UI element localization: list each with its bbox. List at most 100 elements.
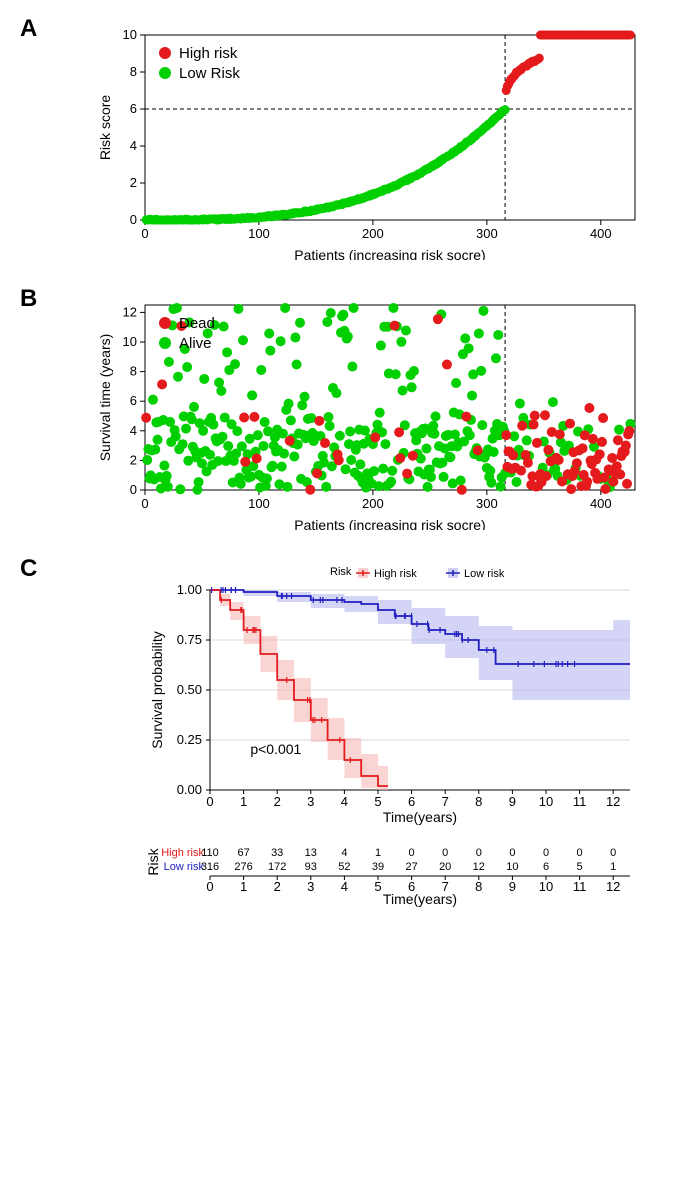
- svg-text:12: 12: [473, 861, 485, 873]
- svg-text:110: 110: [201, 847, 219, 859]
- svg-text:52: 52: [338, 861, 350, 873]
- svg-text:0: 0: [141, 226, 148, 241]
- svg-text:0: 0: [509, 847, 515, 859]
- svg-text:Patients (increasing risk socr: Patients (increasing risk socre): [294, 247, 485, 260]
- svg-text:0: 0: [442, 847, 448, 859]
- svg-text:0: 0: [130, 212, 137, 227]
- svg-text:4: 4: [341, 847, 347, 859]
- svg-text:0: 0: [476, 847, 482, 859]
- svg-text:12: 12: [606, 794, 620, 809]
- svg-text:9: 9: [509, 879, 516, 894]
- svg-text:8: 8: [130, 64, 137, 79]
- svg-text:10: 10: [539, 879, 553, 894]
- svg-text:0.00: 0.00: [177, 782, 202, 797]
- svg-text:Risk: Risk: [330, 566, 352, 578]
- svg-text:4: 4: [130, 423, 137, 438]
- svg-text:2: 2: [130, 175, 137, 190]
- svg-text:0.25: 0.25: [177, 732, 202, 747]
- svg-text:93: 93: [305, 861, 317, 873]
- svg-text:300: 300: [476, 496, 498, 511]
- svg-text:Time(years): Time(years): [383, 891, 457, 907]
- panel-a: A 01002003004000246810Patients (increasi…: [20, 20, 665, 260]
- svg-text:Patients (increasing risk socr: Patients (increasing risk socre): [294, 517, 485, 530]
- svg-text:0: 0: [409, 847, 415, 859]
- svg-text:6: 6: [543, 861, 549, 873]
- panel-b-label: B: [20, 285, 37, 313]
- svg-text:1: 1: [240, 879, 247, 894]
- svg-text:300: 300: [476, 226, 498, 241]
- panel-b-chart: 0 100 200 300 400 0 2 4 6 8 10 12 Patients (increasi…: [90, 290, 665, 530]
- svg-text:100: 100: [248, 496, 270, 511]
- svg-text:5: 5: [374, 879, 381, 894]
- svg-text:Low risk: Low risk: [164, 861, 205, 873]
- svg-text:10: 10: [123, 27, 137, 42]
- svg-text:10: 10: [123, 334, 137, 349]
- svg-text:11: 11: [573, 794, 587, 809]
- svg-text:5: 5: [577, 861, 583, 873]
- svg-text:100: 100: [248, 226, 270, 241]
- svg-text:4: 4: [130, 138, 137, 153]
- panel-c-chart: RiskHigh riskLow risk01234567891011120.0…: [90, 560, 665, 910]
- panel-a-label: A: [20, 15, 37, 43]
- svg-text:High risk: High risk: [374, 568, 417, 580]
- svg-text:Alive: Alive: [179, 335, 212, 352]
- svg-text:8: 8: [475, 879, 482, 894]
- svg-text:27: 27: [405, 861, 417, 873]
- svg-text:0: 0: [141, 496, 148, 511]
- svg-text:200: 200: [362, 226, 384, 241]
- svg-text:316: 316: [201, 861, 219, 873]
- svg-text:10: 10: [506, 861, 518, 873]
- panel-c-label: C: [20, 555, 37, 583]
- svg-text:2: 2: [130, 452, 137, 467]
- svg-text:67: 67: [237, 847, 249, 859]
- svg-text:0: 0: [610, 847, 616, 859]
- svg-text:400: 400: [590, 226, 612, 241]
- svg-text:2: 2: [274, 879, 281, 894]
- svg-text:3: 3: [307, 879, 314, 894]
- svg-text:1: 1: [375, 847, 381, 859]
- svg-text:Risk score: Risk score: [97, 95, 113, 161]
- svg-text:4: 4: [341, 879, 348, 894]
- svg-text:12: 12: [123, 304, 137, 319]
- svg-text:High risk: High risk: [161, 847, 204, 859]
- svg-text:8: 8: [130, 364, 137, 379]
- svg-text:Survival probability: Survival probability: [149, 631, 165, 749]
- svg-text:12: 12: [606, 879, 620, 894]
- svg-text:11: 11: [573, 879, 587, 894]
- svg-text:Time(years): Time(years): [383, 809, 457, 825]
- svg-text:1.00: 1.00: [177, 582, 202, 597]
- svg-text:Survival time (years): Survival time (years): [97, 334, 113, 462]
- svg-text:276: 276: [234, 861, 252, 873]
- svg-text:39: 39: [372, 861, 384, 873]
- svg-text:p<0.001: p<0.001: [250, 741, 301, 757]
- svg-text:20: 20: [439, 861, 451, 873]
- svg-text:0.50: 0.50: [177, 682, 202, 697]
- svg-text:33: 33: [271, 847, 283, 859]
- svg-text:Risk: Risk: [145, 847, 161, 875]
- svg-text:High risk: High risk: [179, 45, 238, 62]
- svg-text:0: 0: [577, 847, 583, 859]
- svg-text:0: 0: [130, 482, 137, 497]
- svg-text:6: 6: [130, 393, 137, 408]
- svg-text:13: 13: [305, 847, 317, 859]
- svg-text:3: 3: [307, 794, 314, 809]
- panel-c: C RiskHigh riskLow risk01234567891011120…: [20, 560, 665, 910]
- svg-text:200: 200: [362, 496, 384, 511]
- svg-text:9: 9: [509, 794, 516, 809]
- svg-text:6: 6: [130, 101, 137, 116]
- panel-b: B 0100200300400024681012Patients (increa…: [20, 290, 665, 530]
- svg-text:Low risk: Low risk: [464, 568, 505, 580]
- svg-text:7: 7: [442, 794, 449, 809]
- svg-text:172: 172: [268, 861, 286, 873]
- svg-text:5: 5: [374, 794, 381, 809]
- svg-text:0.75: 0.75: [177, 632, 202, 647]
- svg-text:0: 0: [206, 879, 213, 894]
- svg-text:10: 10: [539, 794, 553, 809]
- svg-text:1: 1: [240, 794, 247, 809]
- svg-text:400: 400: [590, 496, 612, 511]
- svg-text:0: 0: [206, 794, 213, 809]
- svg-text:Low Risk: Low Risk: [179, 65, 240, 82]
- svg-text:6: 6: [408, 794, 415, 809]
- svg-text:1: 1: [610, 861, 616, 873]
- svg-text:8: 8: [475, 794, 482, 809]
